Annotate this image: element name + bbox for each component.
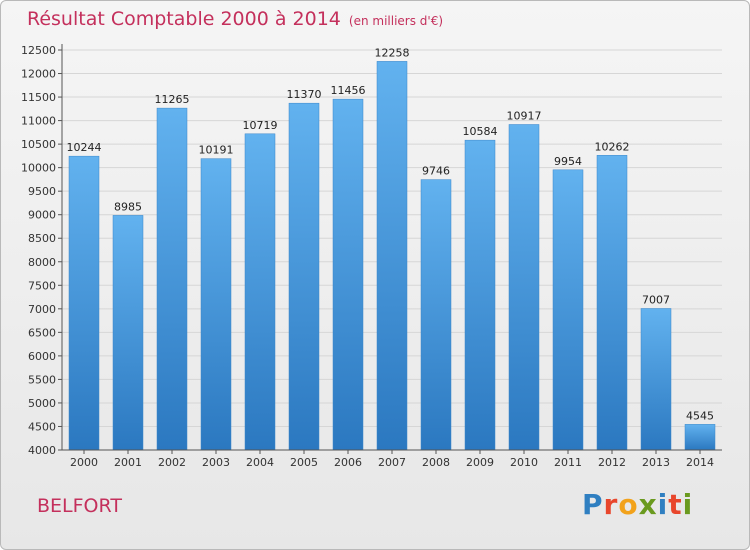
- data-label: 11456: [331, 84, 366, 97]
- x-tick-label: 2005: [290, 456, 318, 469]
- y-tick-label: 12000: [21, 68, 56, 81]
- bar: [420, 179, 452, 451]
- bar: [596, 155, 628, 451]
- y-tick-label: 10000: [21, 162, 56, 175]
- x-tick-label: 2004: [246, 456, 274, 469]
- x-tick-label: 2000: [70, 456, 98, 469]
- data-label: 9746: [422, 165, 450, 178]
- x-tick-label: 2011: [554, 456, 582, 469]
- bar: [552, 169, 584, 451]
- data-label: 9954: [554, 155, 582, 168]
- y-tick-label: 8000: [28, 256, 56, 269]
- bars: [68, 61, 716, 451]
- bar: [508, 124, 540, 451]
- data-label: 10584: [463, 125, 498, 138]
- logo-letter: o: [618, 488, 639, 521]
- logo-letter: P: [582, 488, 604, 521]
- y-tick-label: 12500: [21, 44, 56, 57]
- axes: [58, 44, 722, 454]
- data-label: 11265: [155, 93, 190, 106]
- location-label: BELFORT: [37, 495, 122, 517]
- logo-letter: i: [657, 488, 669, 521]
- bar: [200, 158, 232, 451]
- data-label: 8985: [114, 200, 142, 213]
- y-tick-label: 4500: [28, 420, 56, 433]
- y-tick-label: 5000: [28, 397, 56, 410]
- bar: [684, 424, 716, 451]
- x-tick-label: 2002: [158, 456, 186, 469]
- y-tick-label: 7000: [28, 303, 56, 316]
- x-tick-label: 2006: [334, 456, 362, 469]
- bar: [640, 308, 672, 451]
- y-tick-label: 9000: [28, 209, 56, 222]
- x-tick-label: 2013: [642, 456, 670, 469]
- x-tick-label: 2009: [466, 456, 494, 469]
- bar: [376, 61, 408, 451]
- x-tick-label: 2001: [114, 456, 142, 469]
- data-label: 10262: [595, 140, 630, 153]
- x-tick-label: 2003: [202, 456, 230, 469]
- y-tick-label: 11000: [21, 115, 56, 128]
- x-tick-label: 2010: [510, 456, 538, 469]
- data-label: 4545: [686, 409, 714, 422]
- logo-letter: i: [682, 488, 694, 521]
- x-tick-label: 2007: [378, 456, 406, 469]
- data-label: 7007: [642, 293, 670, 306]
- unit-label: (en milliers d'€): [348, 14, 444, 28]
- bar: [112, 215, 144, 451]
- y-tick-label: 10500: [21, 138, 56, 151]
- logo-letter: r: [603, 488, 619, 521]
- x-tick-label: 2012: [598, 456, 626, 469]
- y-tick-label: 5500: [28, 373, 56, 386]
- chart-title: Résultat Comptable 2000 à 2014 (en millie…: [27, 8, 443, 30]
- logo-letter: t: [668, 488, 683, 521]
- y-tick-label: 6000: [28, 350, 56, 363]
- bar: [332, 98, 364, 451]
- y-tick-label: 11500: [21, 91, 56, 104]
- data-label: 12258: [375, 46, 410, 59]
- y-tick-label: 8500: [28, 232, 56, 245]
- x-tick-label: 2008: [422, 456, 450, 469]
- y-tick-label: 6500: [28, 326, 56, 339]
- title-text: Résultat Comptable 2000 à 2014: [27, 8, 341, 30]
- data-label: 10244: [67, 141, 102, 154]
- bar: [464, 139, 496, 451]
- y-tick-label: 7500: [28, 279, 56, 292]
- data-label: 10719: [243, 119, 278, 132]
- bar: [288, 102, 320, 451]
- data-label: 11370: [287, 88, 322, 101]
- x-tick-label: 2014: [686, 456, 714, 469]
- bar: [244, 133, 276, 451]
- y-tick-label: 9500: [28, 185, 56, 198]
- y-tick-label: 4000: [28, 444, 56, 457]
- bar: [68, 155, 100, 451]
- data-label: 10917: [507, 109, 542, 122]
- bar: [156, 107, 188, 451]
- proxiti-logo: Proxiti: [582, 488, 693, 521]
- labels: 4000 4500 5000 5500 6000 6500 7000 7500 8000 8500…: [21, 44, 714, 469]
- data-label: 10191: [199, 144, 234, 157]
- logo-letter: x: [638, 488, 658, 521]
